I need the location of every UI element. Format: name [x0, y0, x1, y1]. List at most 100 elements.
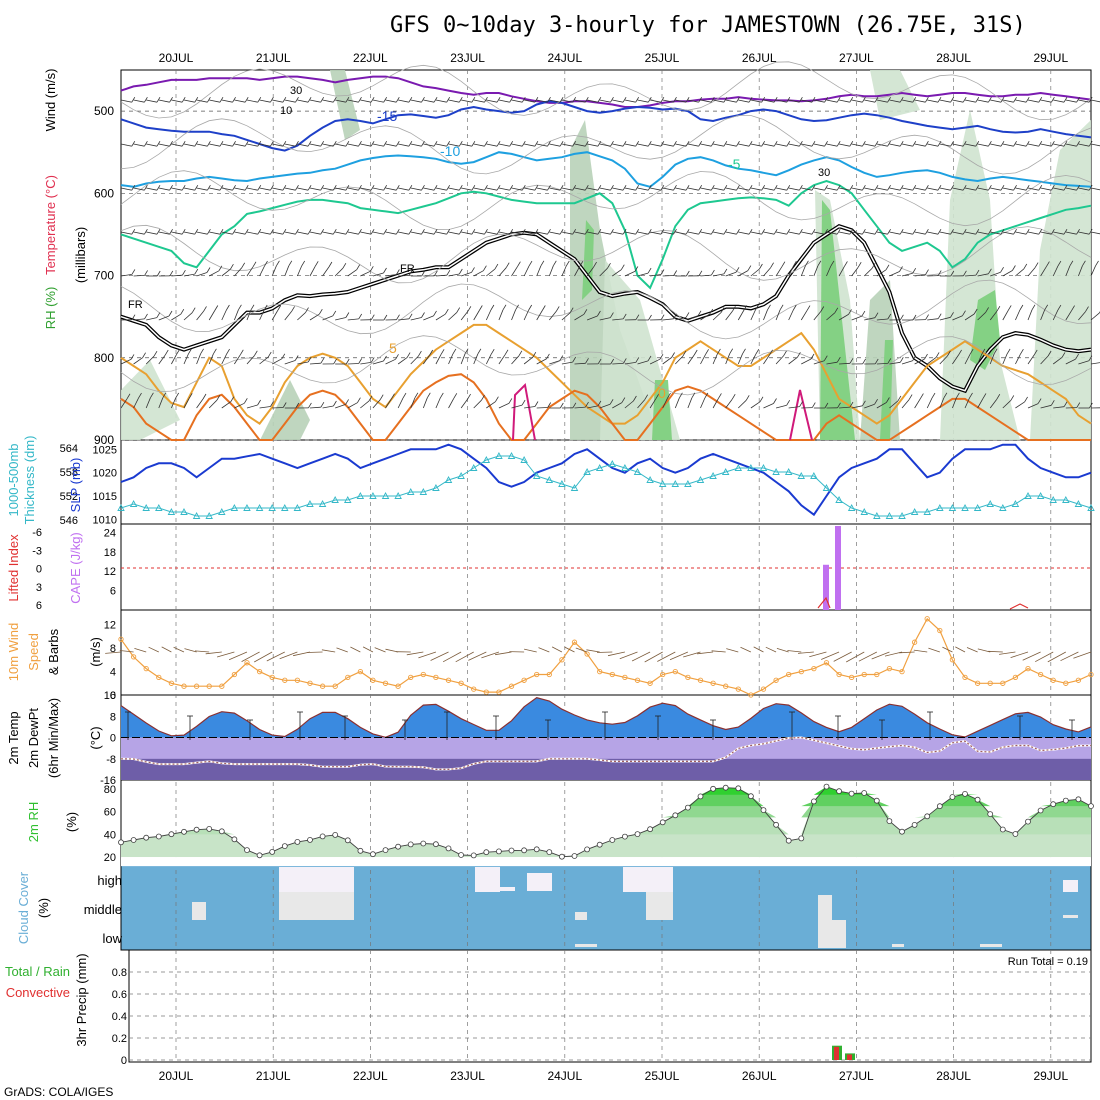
precip-tick: 0.2: [112, 1033, 127, 1045]
surface-wind-barb: [406, 651, 424, 656]
wind-barb-flag: [693, 349, 698, 356]
wind-barb: [208, 399, 218, 409]
wind-barb-flag: [583, 309, 588, 315]
cape-tick: 24: [104, 527, 116, 539]
wind-barb-flag: [216, 394, 221, 401]
wind-barb-flag: [747, 265, 752, 271]
wind-barb-flag: [263, 304, 268, 311]
wind-barb-flag: [307, 184, 312, 191]
wind-barb: [561, 361, 573, 365]
wind-barb: [272, 187, 283, 191]
wind-barb-flag: [659, 353, 664, 360]
wind-barb-flag: [396, 314, 400, 320]
wind-speed-point: [1037, 671, 1044, 678]
wind-barb: [296, 265, 303, 277]
thickness-point: [1062, 496, 1070, 503]
wind-barb: [536, 231, 548, 235]
wind-barb-flag: [988, 268, 992, 275]
wind-barb: [549, 143, 561, 147]
wind-barb: [322, 143, 334, 147]
wind-barb-flag: [679, 392, 683, 399]
surface-wind-barb: [657, 651, 676, 662]
wind-barb-flag: [621, 397, 626, 403]
wind-barb-flag: [142, 352, 146, 358]
wind-barb-flag: [862, 228, 866, 235]
wind-barb-flag: [935, 352, 940, 358]
wind-barb-flag: [383, 228, 388, 235]
wind-barb: [826, 265, 832, 277]
wind-barb-flag: [937, 228, 942, 235]
rh-shade: [570, 120, 660, 440]
wind-barb-flag: [1006, 348, 1011, 355]
wind-barb-flag: [496, 140, 501, 147]
wind-barb-flag: [635, 357, 640, 363]
thickness-point: [356, 492, 365, 499]
wind-barb: [939, 316, 951, 321]
wind-barb-flag: [130, 354, 135, 360]
wind-barb-flag: [156, 270, 161, 277]
wind-barb: [939, 355, 948, 365]
wind-barb-flag: [495, 396, 499, 402]
wind-barb-flag: [1019, 304, 1024, 311]
rh-point: [1025, 818, 1031, 825]
wind-barb-flag: [483, 265, 487, 271]
wind-speed-point: [168, 680, 175, 686]
wind-barb-flag: [786, 399, 791, 406]
wind-barb-flag: [534, 96, 539, 103]
wind-barb-flag: [874, 398, 878, 405]
thickness-point: [784, 468, 793, 475]
wind-barb: [599, 99, 611, 103]
wind-barb-flag: [218, 265, 223, 272]
wind-barb-flag: [547, 402, 552, 408]
wind-barb-flag: [673, 140, 677, 147]
wind-barb-flag: [328, 261, 333, 268]
rh-point: [407, 841, 414, 848]
wind-barb-flag: [1023, 263, 1028, 270]
thickness-tick: 558: [60, 467, 78, 479]
wind-barb: [674, 397, 680, 409]
wind-barb: [1002, 353, 1008, 365]
wind-barb: [322, 405, 334, 409]
wind-barb: [511, 309, 516, 321]
wind-barb-flag: [458, 184, 463, 191]
wind-barb: [687, 99, 699, 103]
wind-barb: [473, 399, 482, 409]
wind-barb-flag: [534, 184, 539, 191]
rh-point: [269, 849, 276, 855]
wind-barb: [158, 397, 164, 409]
surface-wind-barb: [442, 651, 462, 663]
wind-barb: [209, 143, 221, 147]
wind-barb-flag: [655, 393, 660, 399]
wind-speed-point: [861, 671, 867, 678]
wind-barb: [372, 99, 384, 103]
thickness-point: [621, 464, 629, 471]
wind-barb-flag: [673, 184, 677, 191]
wind-barb: [322, 315, 333, 321]
wind-barb-flag: [528, 260, 533, 267]
wind-barb-flag: [704, 392, 709, 399]
wind-barb-flag: [188, 393, 193, 399]
wind-barb: [813, 265, 819, 277]
thickness-point: [343, 496, 352, 503]
isotherm-label-minus-10: -10: [440, 143, 460, 159]
wind-barb-flag: [144, 228, 148, 235]
wind-barb: [612, 269, 622, 277]
wind-barb: [637, 399, 646, 409]
wind-barb-flag: [496, 96, 501, 103]
label-cape: CAPE (J/kg): [68, 532, 83, 604]
wind-barb: [398, 143, 409, 147]
wind-barb-flag: [759, 263, 763, 270]
wind-barb: [990, 99, 1002, 103]
wind-barb: [939, 397, 945, 409]
wind-barb: [1015, 187, 1027, 191]
rh-point: [697, 793, 704, 800]
wind-barb-flag: [565, 260, 570, 267]
rh-point: [559, 853, 565, 860]
wind-barb-flag: [276, 260, 280, 267]
wind-barb-flag: [496, 228, 501, 235]
wind-barb: [901, 143, 913, 147]
rh-point: [584, 846, 590, 853]
thickness-point: [155, 504, 163, 511]
wind-barb: [1002, 99, 1014, 103]
